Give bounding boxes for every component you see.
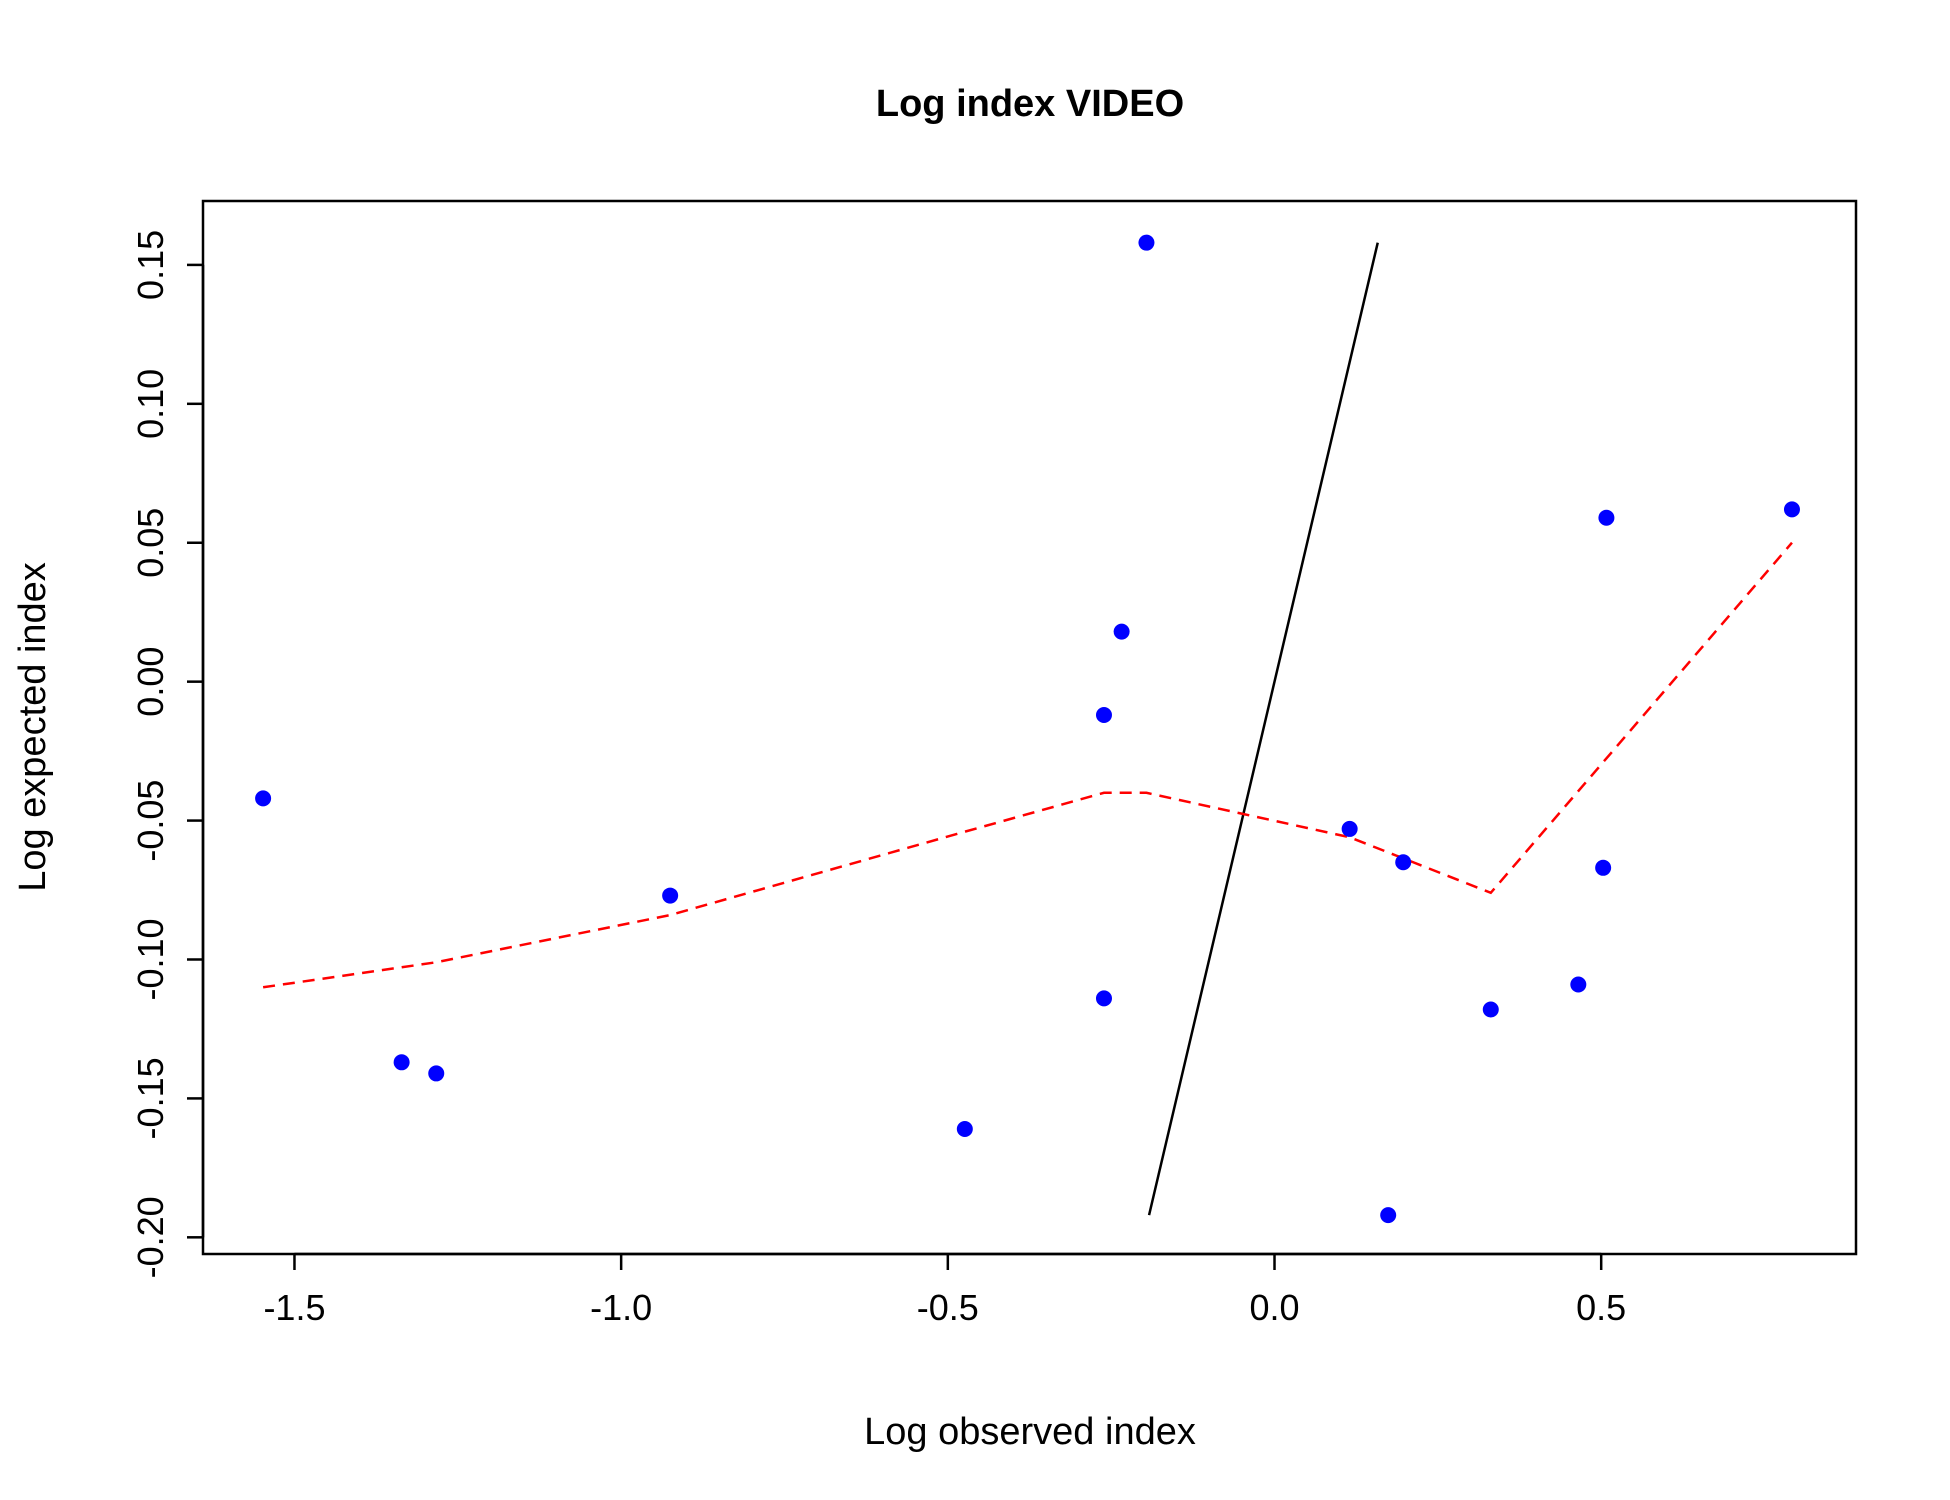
x-axis-label: Log observed index (864, 1411, 1196, 1453)
data-point (662, 887, 679, 904)
y-axis-label: Log expected index (12, 562, 54, 892)
y-tick-label: 0.00 (130, 647, 171, 717)
data-point (1598, 509, 1615, 526)
data-point (1482, 1001, 1499, 1018)
data-point (1341, 820, 1358, 837)
x-tick-label: -1.0 (590, 1287, 652, 1328)
plot-frame (201, 199, 1858, 1256)
smooth-line (262, 541, 1793, 989)
data-point (255, 790, 272, 807)
data-point (1570, 976, 1587, 993)
y-tick-label: 0.05 (130, 508, 171, 578)
reference-line (1147, 242, 1379, 1216)
data-point (428, 1065, 445, 1082)
x-tick-label: 0.0 (1249, 1287, 1299, 1328)
data-point (1095, 990, 1112, 1007)
x-tick-label: 0.5 (1576, 1287, 1626, 1328)
x-tick-label: -0.5 (917, 1287, 979, 1328)
x-tick-label: -1.5 (263, 1287, 325, 1328)
y-tick-label: -0.15 (130, 1057, 171, 1139)
series-lines (262, 242, 1793, 1216)
y-tick-label: -0.05 (130, 780, 171, 862)
x-axis: -1.5 -1.0 -0.5 0.0 0.5 (263, 1252, 1626, 1328)
data-point (1595, 859, 1612, 876)
data-point (956, 1120, 973, 1137)
data-points (255, 234, 1800, 1224)
y-tick-label: 0.15 (130, 230, 171, 300)
data-point (1380, 1207, 1397, 1224)
data-point (1095, 706, 1112, 723)
y-tick-label: -0.10 (130, 918, 171, 1000)
data-point (1783, 501, 1800, 518)
y-tick-label: -0.20 (130, 1196, 171, 1278)
y-axis: -0.20 -0.15 -0.10 -0.05 0.00 0.05 0.10 0.15 (130, 230, 205, 1278)
data-point (1138, 234, 1155, 251)
data-point (1395, 854, 1412, 871)
data-point (1113, 623, 1130, 640)
y-tick-label: 0.10 (130, 369, 171, 439)
chart-title: Log index VIDEO (876, 83, 1184, 125)
data-point (393, 1054, 410, 1071)
